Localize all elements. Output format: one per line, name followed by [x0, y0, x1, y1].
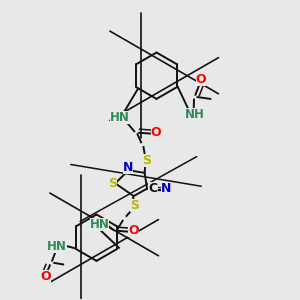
Text: O: O — [40, 270, 51, 284]
Text: N: N — [160, 182, 171, 195]
Text: HN: HN — [89, 218, 110, 231]
Text: S: S — [142, 154, 151, 167]
Text: N: N — [122, 161, 133, 174]
Text: HN: HN — [110, 111, 130, 124]
Text: O: O — [128, 224, 139, 237]
Text: S: S — [130, 200, 139, 212]
Text: S: S — [108, 177, 117, 190]
Text: HN: HN — [47, 240, 67, 253]
Text: C: C — [148, 182, 158, 195]
Text: O: O — [196, 73, 206, 86]
Text: O: O — [151, 126, 161, 139]
Text: NH: NH — [184, 108, 205, 121]
